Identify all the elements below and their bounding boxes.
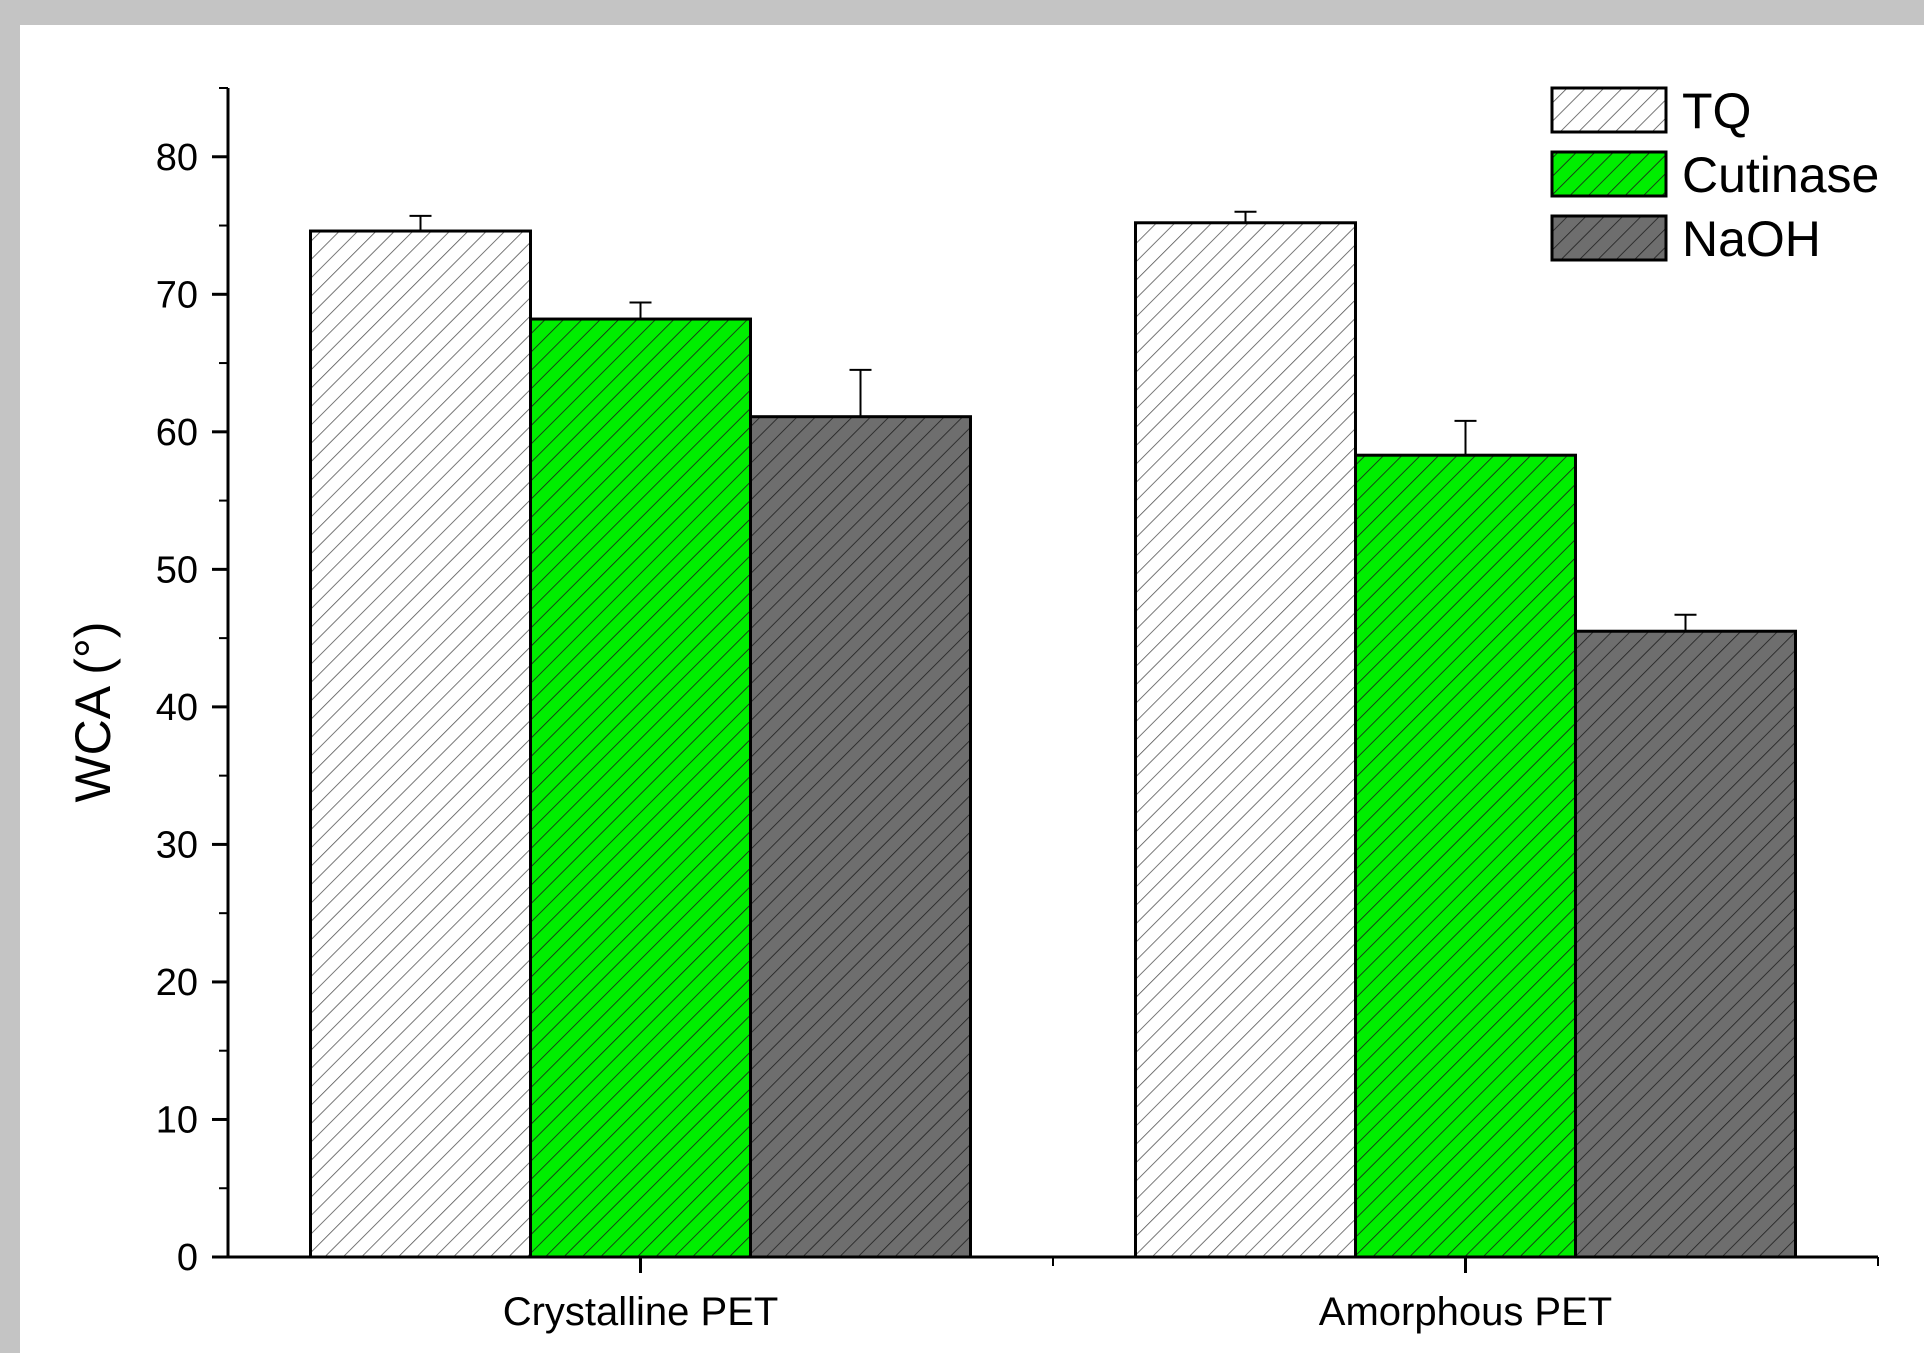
error-bars-layer bbox=[409, 210, 1697, 632]
error-bar-tq-crystalline-pet bbox=[409, 214, 432, 232]
error-bar-tq-amorphous-pet bbox=[1234, 210, 1257, 223]
error-bar-cutinase-crystalline-pet bbox=[629, 301, 652, 320]
bar-cutinase-amorphous-pet bbox=[1354, 453, 1577, 1259]
legend-swatch bbox=[1550, 150, 1668, 198]
bar-cutinase-crystalline-pet bbox=[529, 317, 752, 1259]
y-tick-label: 60 bbox=[156, 412, 198, 454]
legend-swatch bbox=[1550, 86, 1668, 134]
y-tick-label: 0 bbox=[177, 1237, 198, 1279]
error-bar-cutinase-amorphous-pet bbox=[1454, 419, 1477, 456]
legend-label: Cutinase bbox=[1682, 147, 1879, 203]
bars-layer bbox=[309, 221, 1797, 1259]
bar-naoh-amorphous-pet bbox=[1574, 629, 1797, 1259]
bar-naoh-crystalline-pet bbox=[749, 415, 972, 1259]
legend-label: TQ bbox=[1682, 83, 1751, 139]
legend-label: NaOH bbox=[1682, 211, 1821, 267]
y-tick-label: 70 bbox=[156, 274, 198, 316]
error-bar-naoh-amorphous-pet bbox=[1674, 613, 1697, 632]
legend-swatch bbox=[1550, 214, 1668, 262]
y-tick-label: 50 bbox=[156, 549, 198, 591]
bar-tq-crystalline-pet bbox=[309, 229, 532, 1259]
y-tick-label: 80 bbox=[156, 137, 198, 179]
y-tick-label: 30 bbox=[156, 824, 198, 866]
y-tick-label: 10 bbox=[156, 1099, 198, 1141]
legend-item-naoh: NaOH bbox=[1550, 211, 1821, 267]
bar-tq-amorphous-pet bbox=[1134, 221, 1357, 1259]
y-axis-title: WCA (°) bbox=[65, 621, 121, 802]
x-category-label: Crystalline PET bbox=[503, 1290, 779, 1334]
legend-item-tq: TQ bbox=[1550, 83, 1751, 139]
axes-layer: 0 10 20 30 40 50 60 70 80 Crystalline PET Amorphou… bbox=[156, 87, 1879, 1334]
y-tick-label: 40 bbox=[156, 687, 198, 729]
legend-item-cutinase: Cutinase bbox=[1550, 147, 1879, 203]
error-bar-naoh-crystalline-pet bbox=[849, 368, 872, 417]
x-category-label: Amorphous PET bbox=[1319, 1290, 1612, 1334]
y-tick-label: 20 bbox=[156, 962, 198, 1004]
legend: TQ Cutinase NaOH bbox=[1550, 83, 1879, 267]
